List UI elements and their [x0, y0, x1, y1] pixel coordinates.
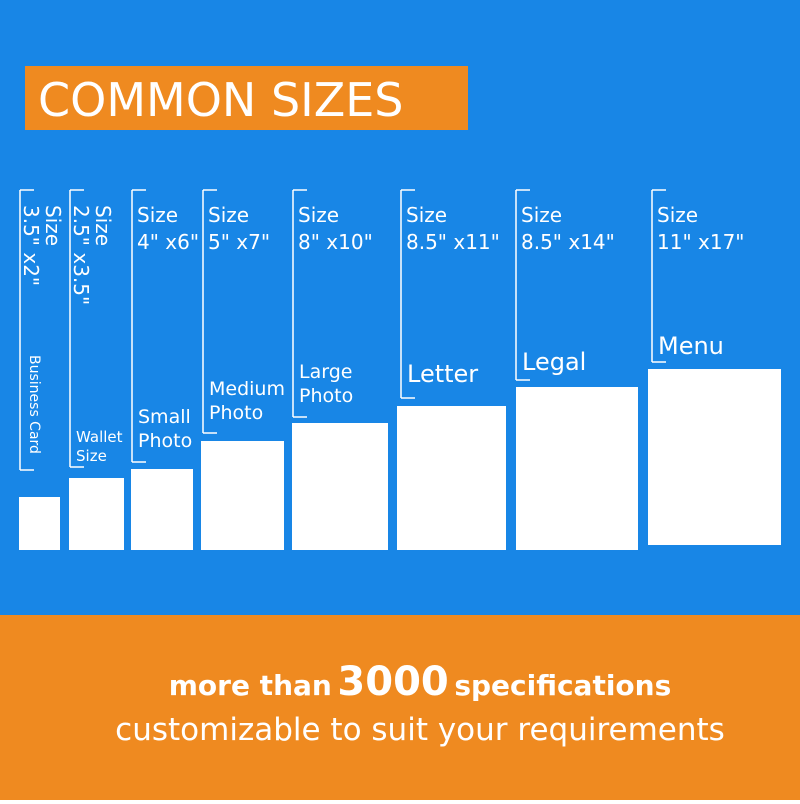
size-label: Size	[137, 203, 178, 227]
size-value: 11" x17"	[657, 230, 745, 254]
footer-number: 3000	[337, 659, 448, 705]
size-value: 8.5" x11"	[406, 230, 500, 254]
size-label: Size	[657, 203, 698, 227]
footer-line1: more than 3000 specifications	[169, 659, 672, 705]
footer-post: specifications	[454, 669, 671, 702]
size-label: Size	[521, 203, 562, 227]
size-label: Size	[298, 203, 339, 227]
size-name: Legal	[522, 348, 586, 376]
size-name: Size	[76, 447, 107, 465]
orange-panel	[0, 615, 800, 800]
size-name: Photo	[209, 402, 263, 424]
size-label: Size	[406, 203, 447, 227]
size-value: 2.5" x3.5"	[69, 205, 93, 305]
size-value: 8" x10"	[298, 230, 373, 254]
size-name: Large	[299, 361, 352, 383]
size-label: Size	[208, 203, 249, 227]
size-value: 3.5" x2"	[19, 205, 43, 286]
size-name: Menu	[658, 332, 724, 360]
footer-line2: customizable to suit your requirements	[115, 712, 725, 748]
paper-sample	[397, 406, 506, 550]
size-value: 5" x7"	[208, 230, 270, 254]
title-box	[25, 66, 468, 130]
paper-sample	[69, 478, 124, 550]
paper-sample	[201, 441, 284, 550]
paper-sample	[131, 469, 193, 550]
size-name: Wallet	[76, 428, 123, 446]
paper-sample	[648, 369, 781, 545]
size-label: Size	[41, 205, 65, 246]
size-name: Small	[138, 406, 191, 428]
size-name: Business Card	[26, 355, 42, 454]
size-value: 4" x6"	[137, 230, 199, 254]
size-name: Medium	[209, 378, 285, 400]
footer-pre: more than	[169, 669, 332, 702]
title: COMMON SIZES	[38, 73, 403, 127]
size-label: Size	[91, 205, 115, 246]
size-name: Letter	[407, 360, 478, 388]
paper-sample	[19, 497, 60, 550]
size-name: Photo	[299, 385, 353, 407]
paper-sample	[516, 387, 638, 550]
size-value: 8.5" x14"	[521, 230, 615, 254]
paper-sample	[292, 423, 388, 550]
size-name: Photo	[138, 430, 192, 452]
